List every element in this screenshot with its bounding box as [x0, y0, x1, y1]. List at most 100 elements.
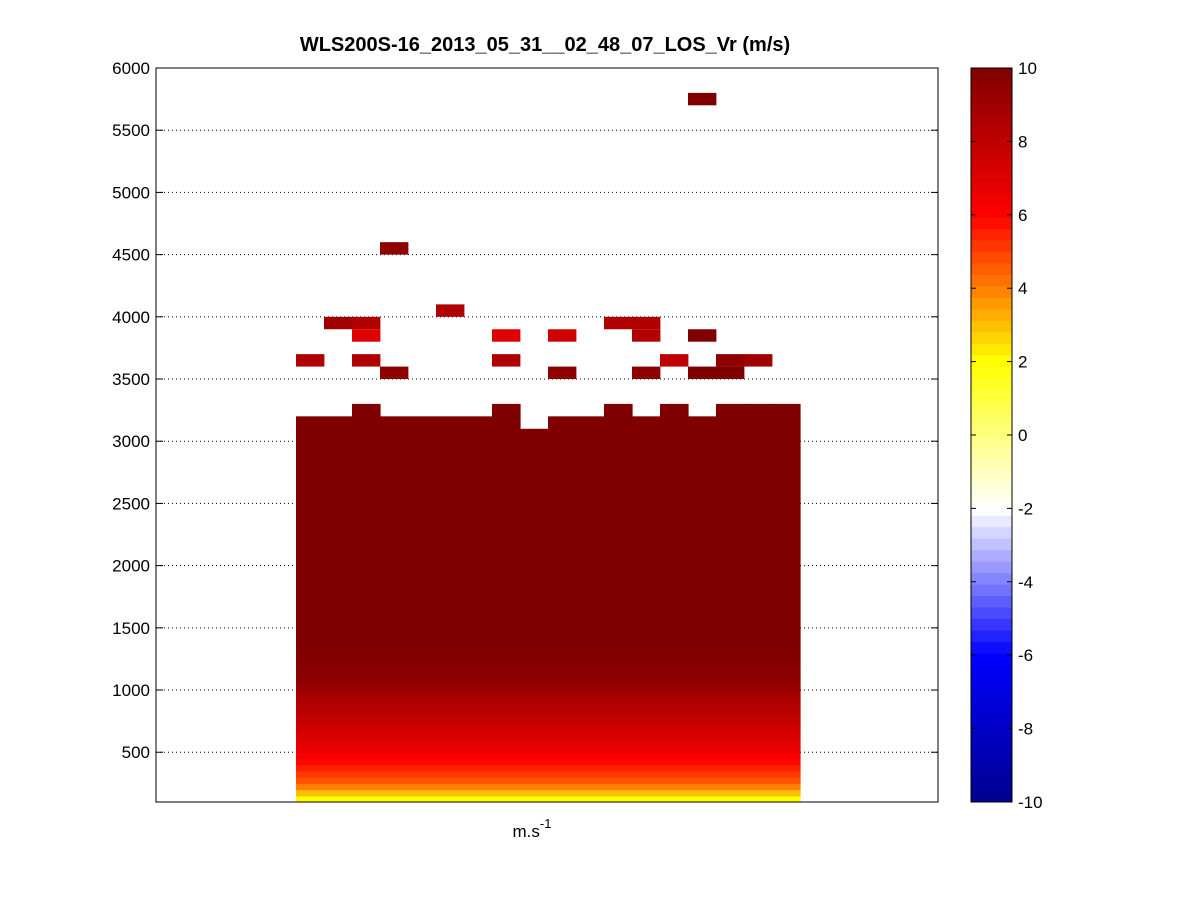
heatmap-cell [660, 752, 689, 760]
heatmap-cell [716, 540, 745, 548]
heatmap-cell [436, 746, 465, 753]
heatmap-cell [548, 466, 577, 473]
heatmap-cell [464, 459, 493, 467]
heatmap-cell [408, 733, 437, 741]
colorbar-band [971, 320, 1012, 333]
heatmap-cell [380, 795, 409, 803]
heatmap-cell [548, 783, 577, 791]
heatmap-cell [436, 696, 465, 704]
heatmap-cell [380, 764, 409, 772]
heatmap-cell [660, 522, 689, 529]
heatmap-cell [492, 509, 521, 517]
heatmap-cell [660, 422, 689, 430]
heatmap-cell [688, 777, 717, 784]
heatmap-cell [548, 621, 577, 629]
heatmap-cell [548, 615, 577, 623]
colorbar-band [971, 412, 1012, 425]
heatmap-cell [548, 534, 577, 542]
heatmap-cell [548, 435, 577, 442]
heatmap-cell [744, 609, 773, 616]
heatmap-cell [352, 534, 381, 542]
heatmap-cell [492, 739, 521, 747]
heatmap-cell [380, 721, 409, 728]
heatmap-cell [380, 727, 409, 735]
heatmap-cell [772, 665, 801, 672]
heatmap-cell [464, 665, 493, 672]
heatmap-cell [520, 441, 549, 449]
heatmap-cell [632, 540, 661, 548]
heatmap-cell [688, 733, 717, 741]
heatmap-cell [604, 403, 633, 411]
heatmap-cell [548, 509, 577, 517]
colorbar-band [971, 515, 1012, 528]
heatmap-cell [660, 733, 689, 741]
heatmap-cell [464, 497, 493, 505]
heatmap-cell [772, 658, 801, 666]
heatmap-cell [520, 683, 549, 691]
heatmap-cell [436, 497, 465, 505]
heatmap-cell [296, 683, 325, 691]
heatmap-cell [408, 534, 437, 542]
heatmap-cell [380, 490, 409, 498]
heatmap-cell [660, 665, 689, 672]
heatmap-cell [352, 484, 381, 492]
heatmap-cell [772, 690, 801, 697]
heatmap-cell [380, 627, 409, 635]
heatmap-cell [548, 428, 577, 436]
heatmap-cell [632, 683, 661, 691]
heatmap-cell [604, 640, 633, 648]
heatmap-cell [660, 490, 689, 498]
heatmap-cell [380, 739, 409, 747]
heatmap-cell [772, 714, 801, 722]
heatmap-cell [408, 758, 437, 766]
heatmap-cell [324, 640, 353, 648]
heatmap-cell [352, 634, 381, 641]
heatmap-cell [520, 783, 549, 791]
heatmap-cell [716, 590, 745, 598]
heatmap-cell [436, 721, 465, 728]
heatmap-cell [352, 640, 381, 648]
heatmap-cell [660, 584, 689, 592]
heatmap-cell [604, 472, 633, 480]
heatmap-cell [492, 652, 521, 660]
heatmap-cell [772, 503, 801, 511]
heatmap-cell [604, 497, 633, 505]
heatmap-cell [632, 615, 661, 623]
heatmap-cell [324, 721, 353, 728]
heatmap-cell [492, 609, 521, 616]
heatmap-cell [324, 571, 353, 579]
heatmap-cell [772, 466, 801, 473]
heatmap-cell [380, 758, 409, 766]
heatmap-cell [352, 459, 381, 467]
heatmap-cell [324, 435, 353, 442]
plot-area: 500 1000 1500 2000 2500 3000 3500 4000 4500 5000 5… [112, 59, 939, 803]
heatmap-cell [296, 441, 325, 449]
heatmap-cell [716, 795, 745, 803]
heatmap-cell [772, 472, 801, 480]
heatmap-cell [576, 683, 605, 691]
heatmap-cell [604, 665, 633, 672]
heatmap-cell [296, 609, 325, 616]
heatmap-cell [688, 422, 717, 430]
heatmap-cell [604, 422, 633, 430]
heatmap-cell [632, 646, 661, 654]
heatmap-cell [352, 503, 381, 511]
heatmap-cell [576, 422, 605, 430]
heatmap-cell [296, 602, 325, 610]
heatmap-cell [716, 472, 745, 480]
heatmap-isolated-cell [380, 242, 409, 255]
heatmap-cell [380, 578, 409, 585]
heatmap-cell [548, 441, 577, 449]
heatmap-cell [520, 528, 549, 536]
heatmap-cell [464, 795, 493, 803]
heatmap-cell [296, 534, 325, 542]
heatmap-cell [380, 478, 409, 486]
heatmap-cell [744, 565, 773, 573]
heatmap-cell [772, 733, 801, 741]
heatmap-cell [380, 428, 409, 436]
heatmap-cell [772, 758, 801, 766]
heatmap-cell [520, 571, 549, 579]
heatmap-cell [632, 466, 661, 473]
heatmap-cell [520, 435, 549, 442]
heatmap-cell [772, 484, 801, 492]
